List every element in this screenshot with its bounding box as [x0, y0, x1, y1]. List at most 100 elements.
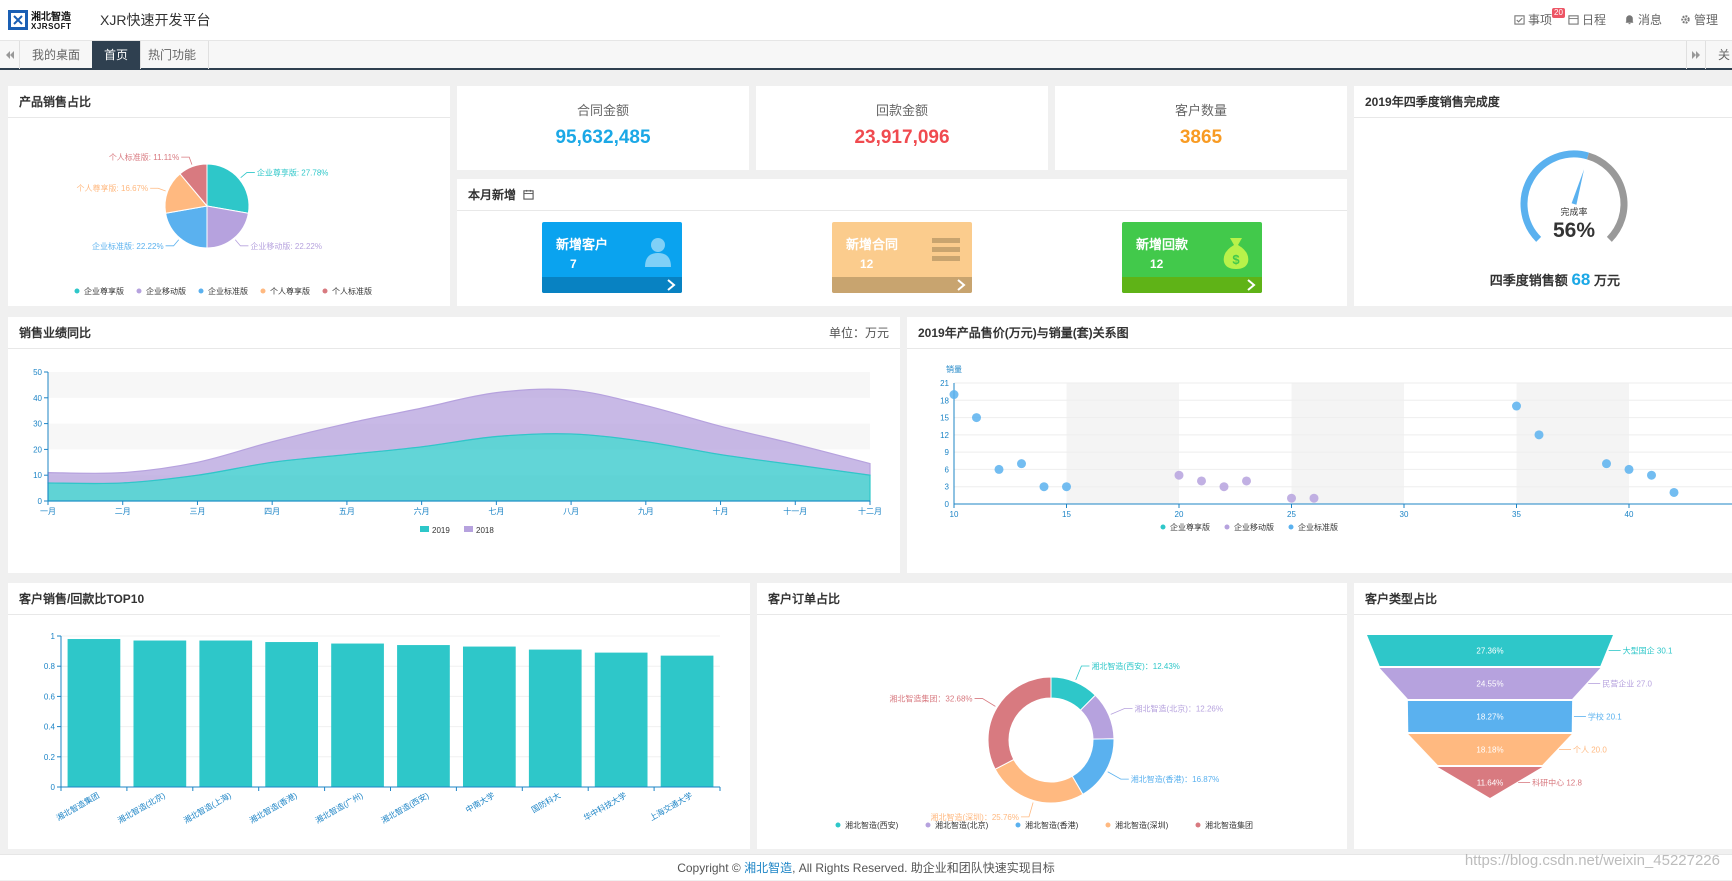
q4-sales-prefix: 四季度销售额 [1489, 273, 1568, 288]
slice-label-line-0 [240, 172, 255, 179]
nav-todo[interactable]: 事项 20 [1514, 7, 1568, 28]
unit-label: 单位：万元 [828, 326, 889, 340]
bar-7 [528, 649, 582, 787]
slice-label-line-4 [181, 156, 193, 165]
scatter-ytick-label-4: 12 [940, 431, 949, 440]
slice-label-4: 个人标准版: 11.11% [109, 152, 179, 162]
q4-sales-line: 四季度销售额 68 万元 [1354, 270, 1620, 290]
tab-home[interactable]: 首页 [92, 41, 142, 69]
area-legend-marker-1 [464, 526, 473, 532]
slice-3 [164, 173, 208, 214]
bar-category-label-4: 湘北智造(广州) [313, 790, 364, 825]
bar-4 [331, 643, 384, 787]
brand-link[interactable]: 湘北智造 [744, 861, 793, 875]
tab-hot-features[interactable]: 热门功能 [136, 41, 210, 69]
area-xtick-label-0: 一月 [40, 507, 56, 516]
slice-label-2: 企业标准版: 22.22% [92, 241, 164, 251]
slice-label-0: 企业尊享版: 27.78% [257, 168, 329, 178]
nav-admin[interactable]: 管理 [1680, 11, 1718, 28]
slice-label-0: 湘北智造(西安)：12.43% [1091, 661, 1179, 671]
nav-schedule[interactable]: 日程 [1568, 11, 1606, 28]
user-icon [645, 238, 671, 267]
donut-legend-marker-2 [1015, 822, 1021, 828]
slice-label-line-2 [165, 239, 180, 247]
panel-title: 销售业绩同比 单位：万元 [8, 317, 900, 349]
area-xtick-label-3: 四月 [264, 507, 280, 516]
slice-label-4: 湘北智造集团：32.68% [889, 694, 972, 704]
area-xtick-label-2: 三月 [189, 507, 205, 516]
watermark: https://blog.csdn.net/weixin_45227226 [1464, 852, 1720, 869]
pie-legend-marker-1 [136, 288, 142, 294]
new-customers-tile[interactable]: 新增客户 7 [542, 222, 682, 293]
brand-logo: 湘北智造 XJRSOFT [8, 9, 90, 31]
slice-label-line-0 [1075, 665, 1090, 681]
scatter-ytick-label-6: 18 [940, 396, 949, 405]
panel-title-text: 销售业绩同比 [19, 326, 92, 340]
copyright-suffix: , All Rights Reserved. 助企业和团队快速实现目标 [792, 861, 1055, 875]
nav-messages[interactable]: 消息 [1624, 11, 1662, 28]
tab-my-desktop[interactable]: 我的桌面 [20, 41, 94, 69]
pie-legend-label-4: 个人标准版 [332, 286, 372, 296]
kpi-value: 23,917,096 [854, 127, 950, 148]
kpi-payment-amount: 回款金额 23,917,096 [756, 86, 1048, 170]
area-xtick-label-4: 五月 [339, 507, 355, 516]
area-ytick-label-1: 10 [33, 471, 42, 480]
scatter-point-10 [1287, 493, 1296, 503]
nav-messages-label: 消息 [1638, 13, 1663, 27]
area-ytick-label-4: 40 [33, 394, 42, 403]
pie-legend-marker-2 [198, 288, 204, 294]
scatter-point-4 [1039, 482, 1049, 492]
bar-ytick-label-0: 0 [51, 783, 56, 792]
completion-gauge: 完成率 56% [1520, 150, 1628, 242]
slice-label-1: 湘北智造(北京)：12.26% [1135, 704, 1223, 714]
funnel-stage-label-4: 科研中心 12.8 [1532, 778, 1582, 788]
bar-ytick-label-1: 0.2 [44, 753, 56, 762]
app-title: XJR快速开发平台 [100, 12, 211, 28]
scatter-point-1 [972, 413, 981, 423]
funnel-stage-1 [1379, 668, 1601, 699]
area-legend-marker-0 [420, 526, 429, 532]
area-xtick-label-8: 九月 [638, 507, 654, 516]
funnel-stage-label-2: 学校 20.1 [1588, 712, 1622, 722]
bar-0 [67, 639, 121, 787]
bar-category-label-8: 华中科技大学 [582, 790, 629, 823]
tab-scroll-right-button[interactable] [1686, 41, 1706, 69]
scatter-xtick-label-4: 30 [1400, 510, 1409, 519]
funnel-stage-percent-0: 27.36% [1476, 647, 1503, 656]
funnel-stage-label-3: 个人 20.0 [1573, 746, 1607, 755]
funnel-stage-label-0: 大型国企 30.1 [1623, 646, 1673, 656]
scatter-legend-label-0: 企业尊享版 [1170, 522, 1210, 532]
tab-close-menu[interactable]: 关 [1718, 48, 1731, 62]
scatter-point-0 [949, 390, 959, 400]
scatter-ytick-label-2: 6 [945, 465, 950, 474]
gauge-value: 56% [1553, 219, 1595, 242]
area-legend-label-0: 2019 [432, 526, 450, 535]
svg-text:湘北智造: 湘北智造 [31, 10, 72, 23]
bar-ytick-label-5: 1 [51, 632, 56, 641]
bar-category-label-9: 上海交通大学 [647, 790, 694, 823]
scatter-legend-marker-0 [1160, 524, 1166, 530]
scatter-grid-band-3 [1291, 383, 1404, 504]
money-bag-icon: $ [1223, 238, 1249, 269]
panel-title: 产品销售占比 [8, 86, 450, 118]
scatter-legend-marker-1 [1224, 524, 1230, 530]
donut-legend-label-4: 湘北智造集团 [1205, 820, 1253, 830]
slice-label-line-3 [1020, 802, 1034, 818]
scatter-xtick-label-5: 35 [1512, 510, 1521, 519]
new-contracts-tile[interactable]: 新增合同 12 [832, 222, 972, 293]
scatter-grid-band-1 [1066, 383, 1179, 504]
slice-label-3: 湘北智造(深圳)：25.76% [931, 812, 1019, 822]
top10-bar-chart: 0 0.2 0.4 0.6 0.8 1 湘北智造集团 湘北智造(北京) 湘北智造(上海) 湘北智造… [44, 632, 721, 825]
area-xtick-label-11: 十二月 [858, 506, 882, 516]
scatter-ytick-label-0: 0 [945, 500, 950, 509]
slice-label-line-1 [234, 239, 249, 247]
product-sales-panel: 产品销售占比 企业尊享版: 27.78% 企业移动版: 22.22% 企业标准版: … [8, 86, 450, 306]
bar-category-label-3: 湘北智造(香港) [247, 790, 298, 825]
new-payments-tile[interactable]: 新增回款 12 $ [1122, 222, 1262, 293]
tab-scroll-left-button[interactable] [0, 41, 20, 69]
tile-footer [542, 277, 682, 293]
slice-2 [165, 205, 208, 249]
area-series-2019 [47, 433, 871, 502]
funnel-stage-2 [1407, 701, 1573, 732]
area-xtick-label-9: 十月 [713, 506, 729, 516]
